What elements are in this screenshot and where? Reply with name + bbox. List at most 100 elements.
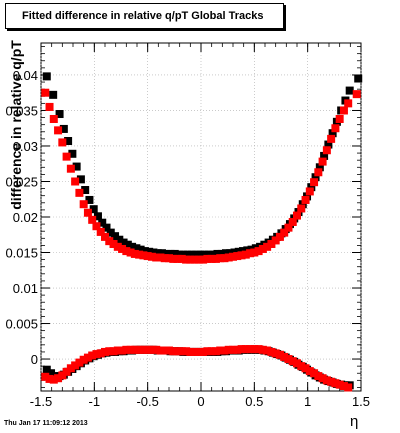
y-axis-label: difference in relative q/pT	[8, 40, 24, 210]
data-point-red	[147, 252, 156, 261]
data-point-red	[267, 239, 276, 248]
data-point-red	[280, 228, 289, 237]
data-point-red	[182, 255, 191, 264]
data-point-red	[182, 347, 191, 356]
data-point-red	[54, 126, 63, 135]
data-point-red	[130, 345, 139, 354]
data-point-red	[211, 347, 220, 356]
y-tick-label: 0.02	[13, 210, 38, 225]
data-point-red	[241, 250, 250, 259]
y-tick-label: 0.005	[5, 317, 38, 332]
data-point-red	[177, 254, 186, 263]
data-point-red	[293, 211, 301, 220]
x-tick-label: -0.5	[136, 394, 158, 409]
data-point-black	[140, 247, 149, 256]
data-point-red	[101, 347, 109, 356]
data-point-red	[92, 350, 101, 359]
data-point-black	[119, 238, 128, 247]
data-point-red	[190, 255, 199, 264]
data-point-red	[83, 353, 92, 362]
data-point-black	[345, 86, 354, 95]
data-point-black	[145, 247, 154, 256]
data-point-red	[246, 345, 255, 354]
data-point-red	[83, 208, 92, 217]
data-point-red	[335, 380, 344, 389]
data-point-black	[76, 175, 85, 184]
data-point-red	[41, 88, 50, 97]
data-point-red	[113, 346, 122, 355]
data-point-red	[88, 215, 97, 224]
data-point-red	[75, 358, 84, 367]
data-point-red	[109, 347, 118, 356]
data-point-red	[186, 255, 195, 264]
data-point-red	[139, 345, 148, 354]
data-point-red	[233, 252, 242, 261]
data-point-black	[209, 250, 218, 259]
data-point-black	[93, 212, 102, 221]
y-tick-label: 0.025	[5, 174, 38, 189]
data-point-red	[62, 152, 71, 161]
data-point-black	[170, 249, 179, 258]
x-tick-label: -1.5	[30, 394, 52, 409]
data-point-red	[216, 254, 225, 263]
data-point-red	[288, 217, 297, 226]
x-tick-label: 0	[197, 394, 204, 409]
data-point-black	[183, 250, 192, 259]
data-point-red	[335, 114, 344, 123]
x-axis-label: η	[350, 413, 359, 430]
data-point-red	[352, 90, 361, 99]
data-point-black	[307, 183, 316, 192]
data-point-red	[101, 232, 109, 241]
data-point-red	[122, 247, 131, 256]
data-point-red	[152, 253, 161, 262]
x-tick-label: 0.5	[245, 394, 263, 409]
data-point-red	[88, 351, 97, 360]
data-point-black	[102, 223, 111, 232]
data-point-red	[237, 251, 246, 260]
data-point-black	[200, 250, 209, 259]
data-point-red	[250, 345, 259, 354]
data-point-black	[106, 228, 115, 237]
data-point-red	[126, 345, 135, 354]
data-point-red	[190, 347, 199, 356]
data-point-red	[314, 168, 323, 177]
data-point-red	[331, 124, 340, 133]
data-point-red	[258, 244, 267, 253]
data-point-red	[58, 138, 67, 147]
data-point-red	[105, 347, 114, 356]
data-point-red	[301, 195, 310, 204]
data-point-black	[157, 249, 166, 258]
data-point-black	[98, 218, 107, 227]
data-point-red	[113, 242, 122, 251]
data-point-black	[111, 232, 120, 241]
chart-title: Fitted difference in relative q/pT Globa…	[22, 10, 264, 22]
data-point-black	[128, 242, 137, 251]
data-point-red	[297, 362, 306, 371]
data-point-red	[75, 188, 84, 197]
y-tick-label: 0.035	[5, 103, 38, 118]
data-point-red	[258, 345, 267, 354]
data-point-black	[217, 249, 226, 258]
data-point-red	[160, 346, 169, 355]
data-point-red	[237, 345, 246, 354]
data-point-red	[322, 376, 331, 385]
data-point-red	[41, 372, 50, 381]
data-point-red	[344, 99, 353, 108]
data-point-red	[49, 114, 58, 123]
data-point-red	[318, 374, 327, 383]
data-point-red	[327, 377, 336, 386]
data-point-red	[49, 375, 58, 384]
data-point-black	[64, 137, 73, 146]
data-point-red	[327, 134, 336, 143]
data-point-red	[122, 345, 131, 354]
data-point-red	[207, 254, 216, 263]
data-point-red	[288, 357, 297, 366]
data-point-red	[126, 248, 135, 257]
data-point-black	[132, 244, 141, 253]
data-point-red	[177, 347, 186, 356]
data-point-red	[220, 254, 229, 263]
data-point-red	[139, 251, 148, 260]
data-point-red	[220, 346, 229, 355]
data-point-red	[280, 352, 289, 361]
